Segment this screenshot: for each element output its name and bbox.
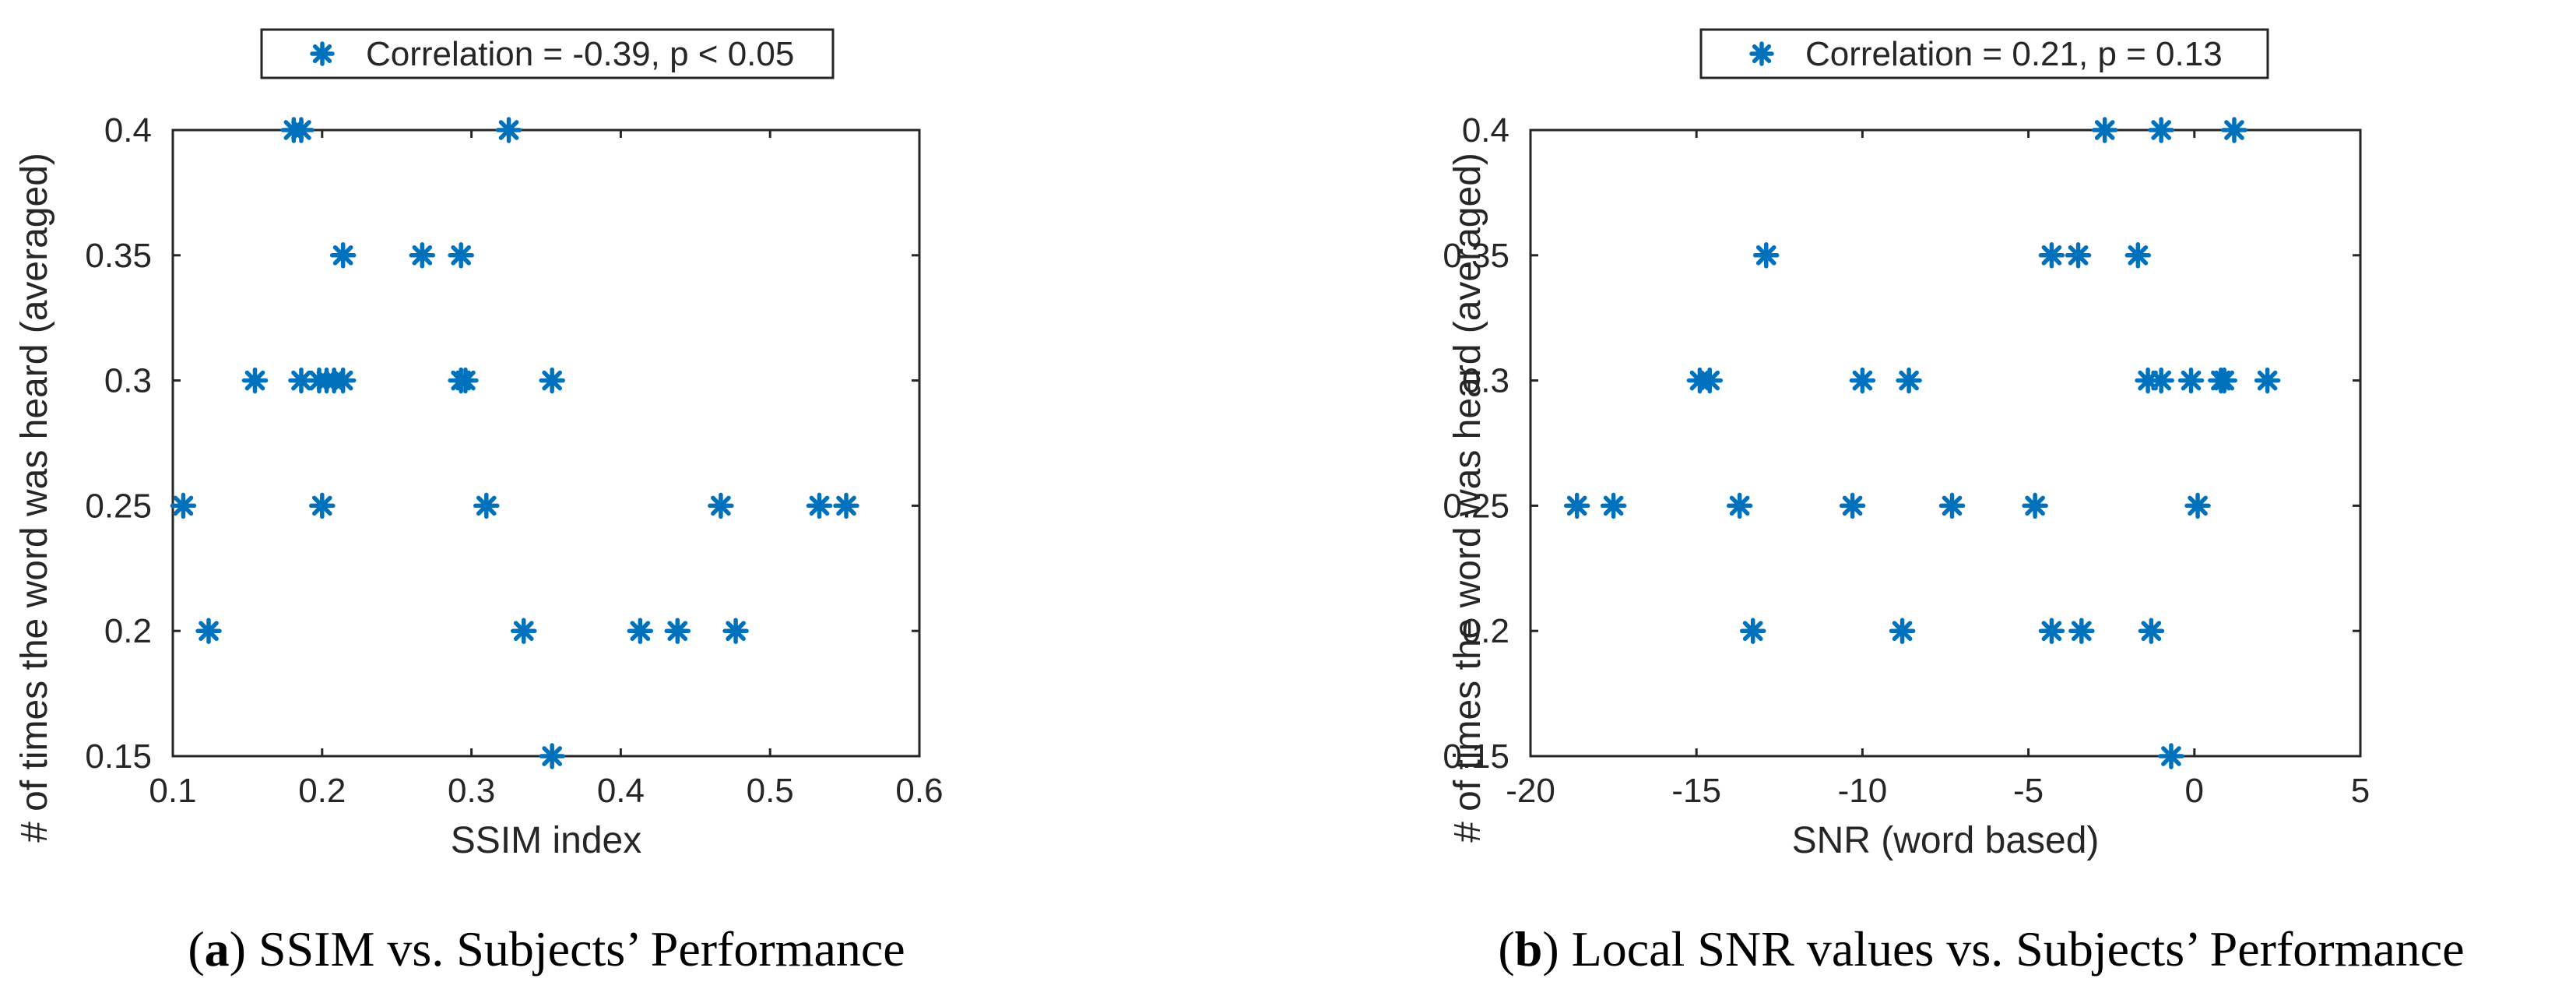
caption-paren-close: )	[230, 921, 246, 977]
data-point	[539, 367, 565, 394]
x-tick-label: 0.3	[448, 772, 495, 810]
legend-marker-icon	[1749, 41, 1774, 66]
x-tick-label: 0	[2185, 772, 2204, 810]
y-tick-label: 0.4	[104, 111, 152, 150]
data-point	[664, 618, 691, 644]
legend-label: Correlation = 0.21, p = 0.13	[1805, 35, 2223, 73]
y-tick-label: 0.2	[104, 612, 152, 650]
data-point	[241, 367, 269, 394]
legend-marker-icon	[310, 41, 335, 66]
legend: Correlation = -0.39, p < 0.05	[260, 28, 835, 79]
data-point	[452, 367, 479, 394]
y-axis-label: # of times the word was heard (averaged)	[14, 153, 55, 843]
y-axis-label: # of times the word was heard (averaged)	[1447, 153, 1488, 843]
data-point	[329, 367, 357, 394]
y-tick-label: 0.2	[1462, 612, 1509, 650]
x-tick-label: -10	[1838, 772, 1888, 810]
y-tick-label: 0.35	[1443, 237, 1509, 275]
x-tick-label: 0.4	[597, 772, 645, 810]
data-point	[495, 117, 522, 143]
data-point	[1600, 492, 1627, 519]
legend-box	[1699, 28, 2269, 79]
panel-b-snr-scatter: -20 -15 -10 -5 0 5 0.15 0.2 0.25 0.3 0.35 0.4 SNR (w…	[1443, 28, 2465, 977]
data-point	[2177, 367, 2205, 394]
data-point	[627, 618, 654, 644]
data-point	[806, 492, 833, 519]
data-point	[2091, 117, 2118, 143]
data-point	[510, 618, 537, 644]
data-point	[2148, 367, 2174, 394]
data-point	[2221, 117, 2247, 143]
plot-area	[171, 128, 921, 758]
legend-box	[260, 28, 835, 79]
y-tick-label: 0.3	[104, 362, 152, 400]
data-point	[708, 492, 734, 519]
data-point	[722, 618, 749, 644]
y-tick-label: 0.3	[1462, 362, 1509, 400]
caption-panel-label: b	[1515, 921, 1543, 977]
data-point	[1752, 242, 1780, 269]
caption-panel-label: a	[205, 921, 230, 977]
x-axis-label: SNR (word based)	[1792, 820, 2100, 861]
y-tick-label: 0.4	[1462, 111, 1509, 150]
x-tick-label: 0.1	[149, 772, 196, 810]
x-tick-label: 0.5	[747, 772, 794, 810]
caption-paren-open: (	[1498, 921, 1514, 977]
x-tick-label: 0.6	[895, 772, 943, 810]
panel-caption: (a) SSIM vs. Subjects’ Performance	[188, 921, 905, 977]
data-point	[170, 492, 197, 519]
data-point	[2184, 492, 2211, 519]
data-point	[2065, 242, 2092, 269]
data-point	[1849, 367, 1876, 394]
y-tick-label: 0.25	[1443, 487, 1509, 525]
panel-caption: (b) Local SNR values vs. Subjects’ Perfo…	[1498, 921, 2464, 977]
data-point	[1938, 492, 1966, 519]
data-point	[1726, 492, 1753, 519]
caption-paren-open: (	[188, 921, 204, 977]
data-point	[2138, 618, 2165, 644]
data-point	[1889, 618, 1916, 644]
data-point	[2254, 367, 2281, 394]
panel-a-ssim-scatter: 0.1 0.2 0.3 0.4 0.5 0.6 0.15 0.2 0.25 0.3 0.35 0.4 S…	[14, 28, 944, 977]
data-point	[2158, 743, 2184, 769]
data-point	[1839, 492, 1866, 519]
y-tick-label: 0.15	[85, 737, 152, 776]
data-point	[1896, 367, 1922, 394]
y-tick-label: 0.25	[85, 487, 152, 525]
plot-area	[1529, 128, 2362, 758]
data-point	[473, 492, 500, 519]
data-point	[2038, 242, 2065, 269]
legend-label: Correlation = -0.39, p < 0.05	[366, 35, 794, 73]
caption-paren-close: )	[1542, 921, 1559, 977]
data-point	[539, 743, 565, 769]
data-point	[2211, 367, 2237, 394]
x-tick-label: -5	[2013, 772, 2044, 810]
data-point	[1739, 618, 1766, 644]
data-point	[448, 242, 474, 269]
data-point	[1563, 492, 1590, 519]
x-tick-label: 0.2	[298, 772, 346, 810]
data-point	[195, 618, 222, 644]
data-point	[309, 492, 336, 519]
x-tick-label: -15	[1671, 772, 1721, 810]
data-point	[1696, 367, 1724, 394]
data-point	[2068, 618, 2095, 644]
y-tick-label: 0.35	[85, 237, 152, 275]
x-tick-label: -20	[1506, 772, 1555, 810]
caption-text: Local SNR values vs. Subjects’ Performan…	[1559, 921, 2465, 977]
data-point	[409, 242, 436, 269]
data-point	[329, 242, 357, 269]
data-point	[2022, 492, 2048, 519]
caption-text: SSIM vs. Subjects’ Performance	[246, 921, 905, 977]
data-point	[2038, 618, 2065, 644]
x-tick-label: 5	[2351, 772, 2370, 810]
data-point	[2124, 242, 2152, 269]
data-point	[288, 117, 315, 143]
data-point	[2148, 117, 2174, 143]
y-tick-label: 0.15	[1443, 737, 1509, 776]
legend: Correlation = 0.21, p = 0.13	[1699, 28, 2269, 79]
data-point	[833, 492, 859, 519]
x-axis-label: SSIM index	[451, 820, 641, 861]
